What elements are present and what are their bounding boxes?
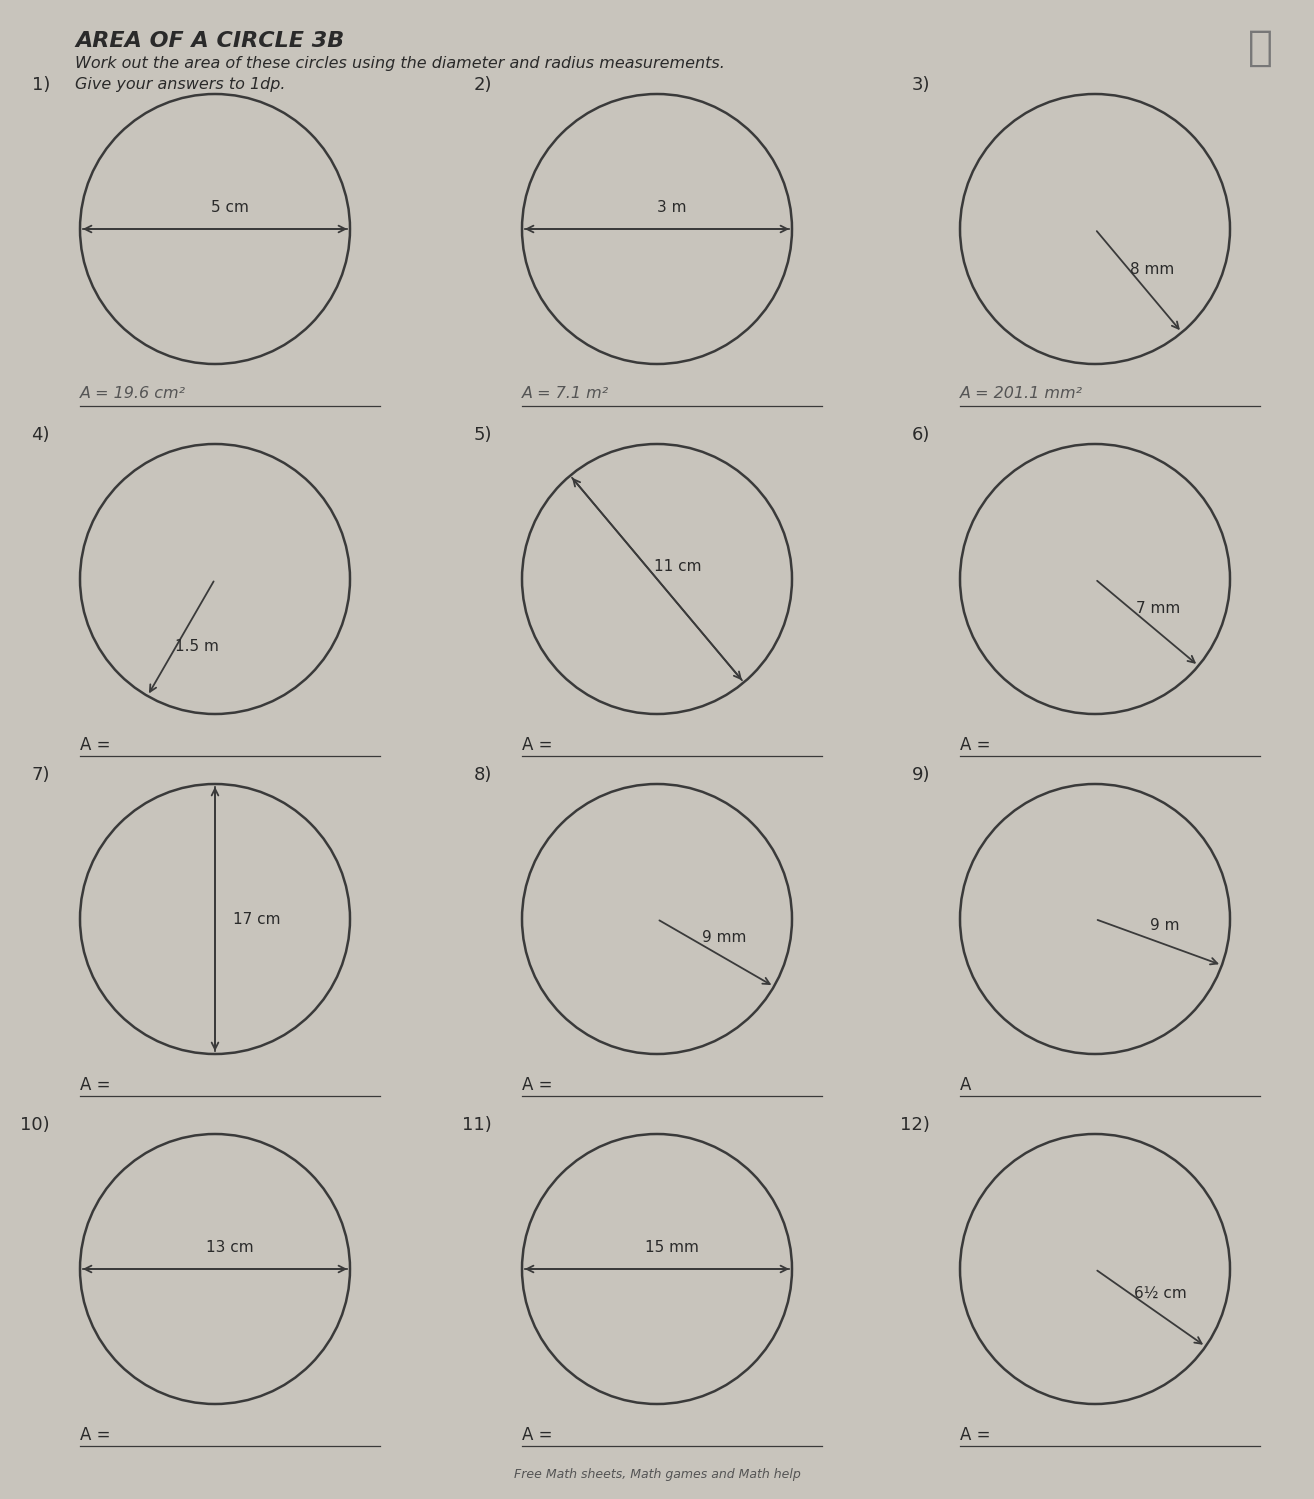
Text: 8 mm: 8 mm [1130,262,1175,277]
Text: Give your answers to 1dp.: Give your answers to 1dp. [75,76,285,91]
Text: 8): 8) [473,766,491,784]
Text: A = 7.1 m²: A = 7.1 m² [522,387,610,402]
Text: 4): 4) [32,426,50,444]
Text: ⛰: ⛰ [1247,27,1272,69]
Text: 6½ cm: 6½ cm [1134,1286,1187,1301]
Text: A: A [961,1076,971,1094]
Text: A =: A = [80,736,110,754]
Text: 15 mm: 15 mm [645,1240,699,1255]
Text: 7 mm: 7 mm [1137,601,1180,616]
Text: 1): 1) [32,76,50,94]
Text: 3): 3) [912,76,930,94]
Text: 11): 11) [463,1115,491,1135]
Text: A =: A = [961,1426,991,1444]
Text: 10): 10) [21,1115,50,1135]
Text: 9 mm: 9 mm [702,929,746,944]
Text: 13 cm: 13 cm [206,1240,254,1255]
Text: 17 cm: 17 cm [233,911,280,926]
Text: A =: A = [961,736,991,754]
Text: 9 m: 9 m [1150,917,1180,932]
Text: Free Math sheets, Math games and Math help: Free Math sheets, Math games and Math he… [514,1468,800,1481]
Text: 3 m: 3 m [657,199,687,214]
Text: A =: A = [522,1076,552,1094]
Text: Work out the area of these circles using the diameter and radius measurements.: Work out the area of these circles using… [75,55,725,70]
Text: A =: A = [522,1426,552,1444]
Text: A =: A = [80,1076,110,1094]
Text: 11 cm: 11 cm [653,559,702,574]
Text: 5): 5) [473,426,491,444]
Text: 2): 2) [473,76,491,94]
Text: 1.5 m: 1.5 m [175,639,218,654]
Text: 6): 6) [912,426,930,444]
Text: A =: A = [522,736,552,754]
Text: AREA OF A CIRCLE 3B: AREA OF A CIRCLE 3B [75,31,344,51]
Text: A = 19.6 cm²: A = 19.6 cm² [80,387,187,402]
Text: 9): 9) [912,766,930,784]
Text: 7): 7) [32,766,50,784]
Text: A =: A = [80,1426,110,1444]
Text: 5 cm: 5 cm [212,199,248,214]
Text: 12): 12) [900,1115,930,1135]
Text: A = 201.1 mm²: A = 201.1 mm² [961,387,1083,402]
